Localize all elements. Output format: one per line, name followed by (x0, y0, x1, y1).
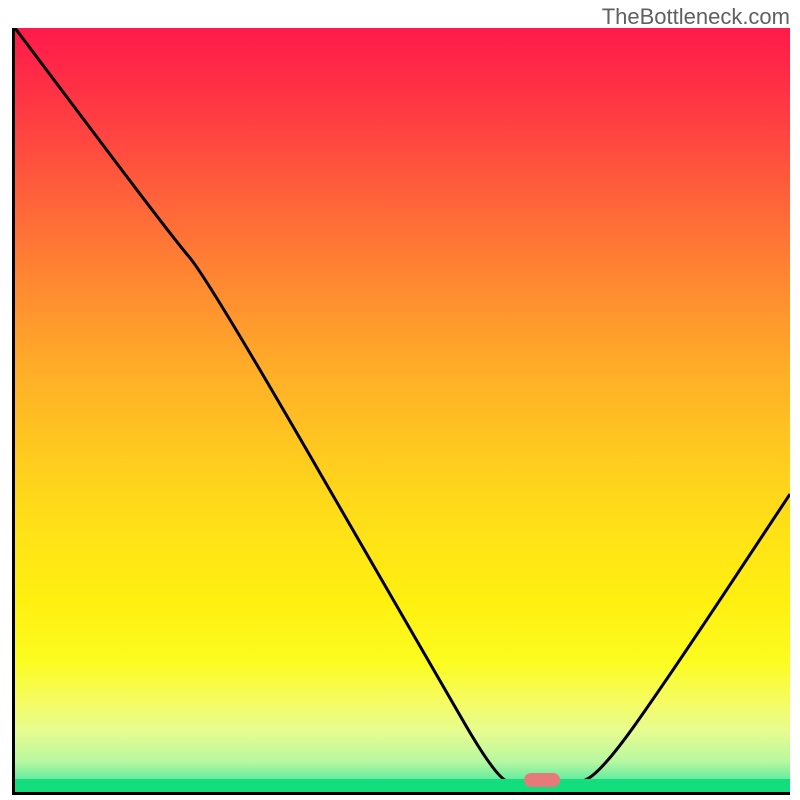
watermark-text: TheBottleneck.com (602, 4, 790, 30)
optimal-marker (524, 773, 560, 787)
y-axis (12, 28, 15, 792)
bottleneck-curve (15, 28, 790, 792)
plot-area (15, 28, 790, 792)
bottom-green-band (15, 779, 790, 792)
x-axis (12, 792, 790, 795)
bottleneck-chart: TheBottleneck.com (0, 0, 800, 800)
